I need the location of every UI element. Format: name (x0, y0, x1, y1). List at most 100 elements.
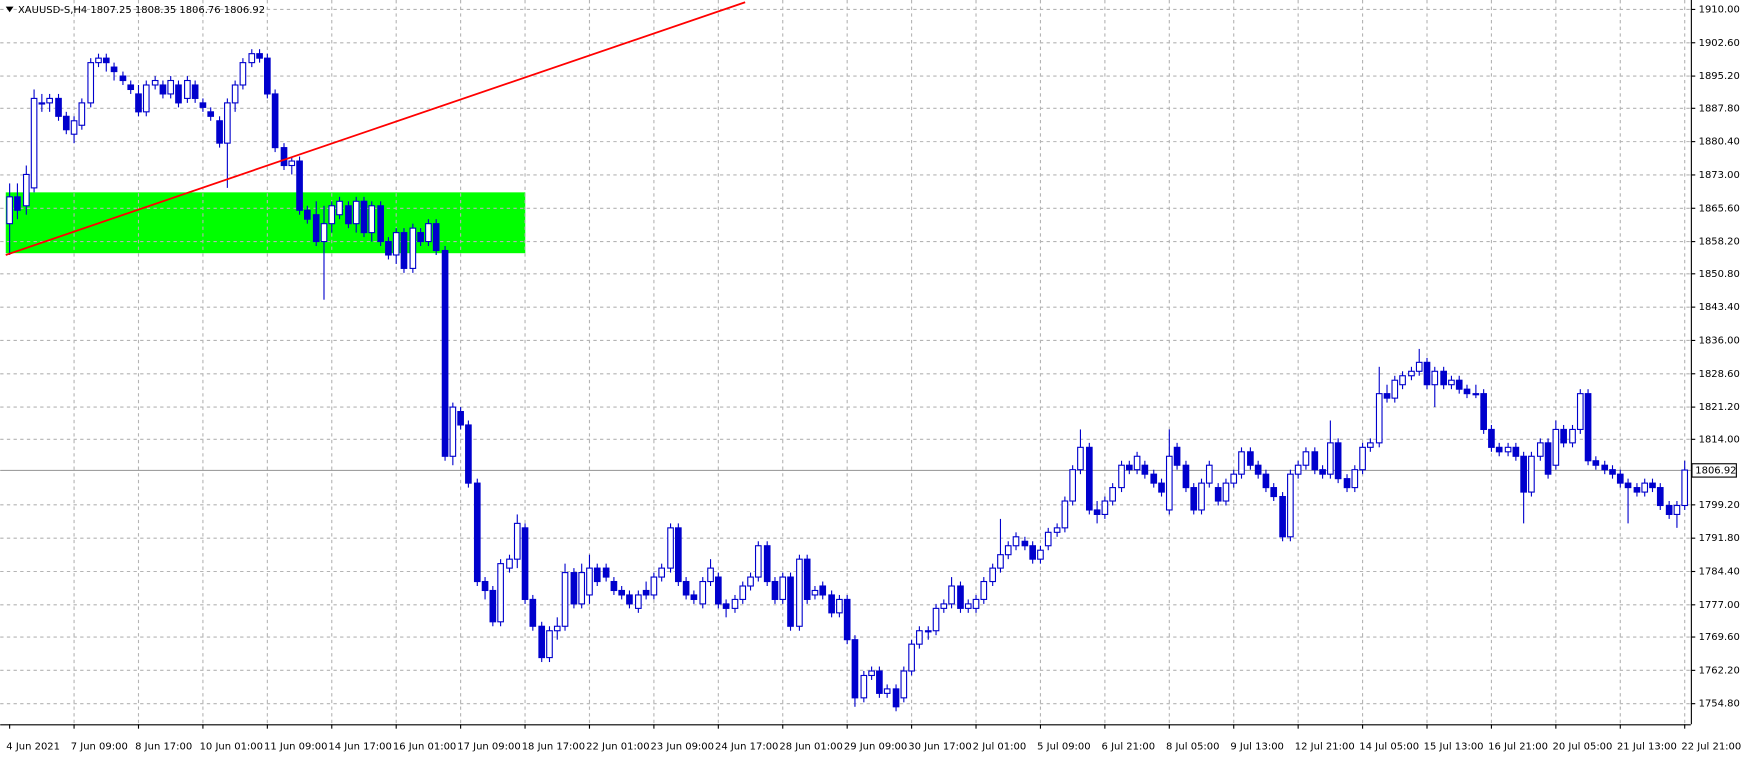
x-tick-label: 21 Jul 13:00 (1617, 741, 1677, 752)
candle-body (561, 572, 569, 627)
candle-body (722, 603, 730, 609)
candle-body (828, 594, 835, 614)
candle-body (22, 173, 30, 207)
candle-body (1359, 446, 1366, 471)
candle-body (1021, 540, 1029, 547)
y-tick-label: 1791.80 (1699, 533, 1740, 544)
candle-body (441, 249, 449, 457)
candle-body (513, 522, 521, 560)
candle-body (1109, 487, 1116, 502)
x-tick-label: 2 Jul 01:00 (973, 741, 1027, 752)
candle-body (1633, 487, 1641, 493)
candle-body (900, 670, 908, 699)
x-tick-label: 14 Jul 05:00 (1359, 741, 1419, 752)
candle-body (360, 200, 368, 234)
candle-body (345, 205, 352, 225)
candle-body (819, 585, 827, 596)
candle-body (1601, 464, 1609, 471)
candle-body (1656, 487, 1664, 507)
candle-body (618, 589, 626, 596)
candle-body (972, 598, 980, 609)
candle-body (997, 554, 1004, 569)
candle-body (1037, 549, 1044, 560)
candle-body (521, 527, 529, 600)
candle-body (1616, 473, 1624, 484)
y-tick-label: 1858.20 (1699, 237, 1740, 248)
candle-body (1085, 446, 1093, 511)
candle-body (883, 688, 891, 694)
candle-body (924, 630, 932, 633)
candle-body (1641, 482, 1649, 493)
candle-body (843, 598, 851, 641)
symbol-menu-icon[interactable] (5, 6, 14, 13)
x-tick-label: 7 Jun 09:00 (71, 741, 128, 752)
x-tick-label: 16 Jun 01:00 (393, 741, 456, 752)
candle-body (916, 630, 923, 645)
candle-body (529, 598, 537, 627)
x-tick-label: 5 Jul 09:00 (1037, 741, 1091, 752)
candle-body (184, 79, 191, 99)
candle-body (30, 97, 38, 189)
x-tick-label: 8 Jun 17:00 (135, 741, 192, 752)
candle-body (1681, 469, 1689, 507)
candle-body (1463, 388, 1471, 395)
candle-body (392, 232, 400, 256)
candle-body (1198, 482, 1205, 511)
candle-body (352, 200, 360, 225)
candle-body (1448, 379, 1455, 386)
x-tick-label: 8 Jul 05:00 (1166, 741, 1220, 752)
candle-body (940, 603, 948, 609)
candle-body (1649, 482, 1656, 489)
candle-body (1431, 370, 1439, 386)
candle-body (95, 57, 102, 64)
candle-body (851, 639, 859, 699)
candle-body (626, 594, 633, 605)
candle-body (248, 53, 256, 64)
candle-body (610, 580, 618, 592)
zone-rectangle (5, 192, 526, 254)
candle-body (771, 580, 779, 600)
candle-body (231, 84, 239, 104)
candle-body (239, 62, 247, 86)
candle-body (836, 598, 843, 614)
candle-body (320, 223, 328, 243)
candle-body (1455, 379, 1463, 390)
y-tick-label: 1843.40 (1699, 302, 1740, 313)
candle-body (1302, 451, 1310, 466)
x-tick-label: 29 Jun 09:00 (844, 741, 907, 752)
candle-body (368, 205, 376, 234)
x-tick-label: 20 Jul 05:00 (1553, 741, 1613, 752)
candle-body (932, 607, 940, 632)
candle-body (1624, 482, 1632, 489)
candle-body (1495, 446, 1503, 453)
candle-body (70, 120, 78, 135)
candle-body (1472, 393, 1480, 396)
candle-body (1133, 455, 1141, 471)
candle-body (62, 115, 70, 131)
candle-body (731, 598, 739, 609)
candle-body (1044, 531, 1052, 547)
candle-body (635, 594, 642, 609)
candle-body (1367, 442, 1374, 448)
candle-body (1061, 500, 1069, 529)
candle-body (481, 580, 489, 592)
trend-line (5, 1, 746, 256)
candle-body (55, 97, 62, 117)
candle-body (690, 594, 698, 600)
candle-body (1173, 446, 1181, 466)
y-tick-label: 1769.60 (1699, 632, 1740, 643)
candle-body (1247, 451, 1254, 466)
candle-body (207, 111, 215, 117)
candle-body (948, 585, 955, 605)
candle-body (779, 576, 787, 600)
candle-body (1488, 428, 1495, 448)
candle-body (46, 97, 53, 104)
candle-body (1423, 361, 1431, 386)
candle-body (119, 75, 127, 82)
candle-body (1408, 370, 1415, 377)
candle-body (1287, 473, 1294, 538)
y-tick-label: 1895.20 (1699, 71, 1740, 82)
x-tick-label: 4 Jun 2021 (6, 741, 60, 752)
